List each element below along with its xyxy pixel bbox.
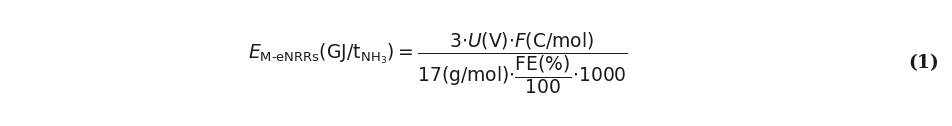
Text: (1): (1) bbox=[907, 54, 938, 72]
Text: $E_{\mathrm{M\text{-}eNRRs}}(\mathrm{GJ/t_{NH_3}}) = \dfrac{3{\cdot}U(\mathrm{V}: $E_{\mathrm{M\text{-}eNRRs}}(\mathrm{GJ/… bbox=[248, 30, 627, 96]
